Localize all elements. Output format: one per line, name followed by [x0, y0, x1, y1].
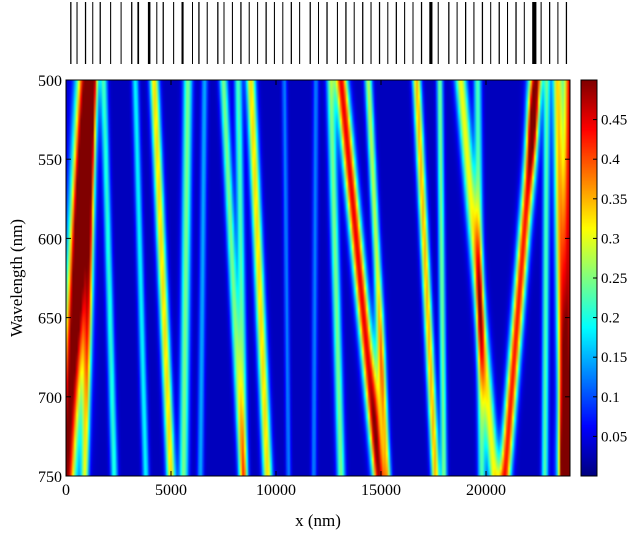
structure-bar: [515, 2, 516, 64]
structure-bar: [482, 2, 483, 64]
structure-bar: [549, 2, 550, 64]
structure-bar: [413, 2, 414, 64]
y-tick-label: 750: [38, 469, 62, 486]
structure-bar: [77, 2, 78, 64]
structure-bar: [507, 2, 508, 64]
x-tick-label: 10000: [256, 482, 296, 499]
structure-bar: [249, 2, 250, 64]
colorbar-tick-label: 0.25: [601, 271, 627, 287]
structure-bar: [70, 2, 71, 64]
structure-bar: [404, 2, 405, 64]
structure-bar: [92, 2, 93, 64]
structure-bar: [387, 2, 388, 64]
structure-bar-strip: [70, 2, 567, 64]
y-tick-label: 500: [38, 73, 62, 90]
x-tick-label: 20000: [466, 482, 506, 499]
structure-bar: [532, 2, 536, 64]
colorbar-tick-label: 0.05: [601, 429, 627, 445]
structure-bar: [156, 2, 157, 64]
colorbar-tick-label: 0.15: [601, 350, 627, 366]
colorbar-tick-label: 0.2: [601, 311, 620, 327]
structure-bar: [148, 2, 151, 64]
structure-bar: [100, 2, 101, 64]
structure-bar: [524, 2, 525, 64]
structure-bar: [541, 2, 542, 64]
structure-bar: [318, 2, 319, 64]
structure-bar: [354, 2, 355, 64]
colorbar-tick-label: 0.35: [601, 192, 627, 208]
structure-bar: [182, 2, 184, 64]
structure-bar: [566, 2, 567, 64]
structure-bar: [131, 2, 132, 64]
structure-bar: [257, 2, 258, 64]
structure-bar: [465, 2, 466, 64]
y-tick-label: 650: [38, 311, 62, 328]
structure-bar: [291, 2, 292, 64]
structure-bar: [490, 2, 491, 64]
structure-bar: [163, 2, 164, 64]
structure-bar: [326, 2, 327, 64]
structure-bar: [274, 2, 275, 64]
structure-bar: [473, 2, 474, 64]
structure-bar: [224, 2, 225, 64]
structure-bar: [137, 2, 139, 64]
structure-bar: [362, 2, 363, 64]
structure-bar: [110, 2, 111, 64]
colorbar-ticks: 0.05 0.1 0.15 0.2 0.25 0.3 0.35 0.4 0.45: [593, 113, 627, 446]
y-axis-label: Wavelength (nm): [7, 219, 26, 337]
structure-bar: [371, 2, 372, 64]
y-tick-label: 700: [38, 390, 62, 407]
x-tick-label: 15000: [361, 482, 401, 499]
structure-bar: [379, 2, 380, 64]
structure-bar: [499, 2, 500, 64]
structure-bar: [173, 2, 174, 64]
structure-bar: [121, 2, 122, 64]
structure-bar: [282, 2, 283, 64]
heatmap-plot-area: [66, 80, 570, 476]
y-tick-label: 550: [38, 152, 62, 169]
structure-bar: [448, 2, 449, 64]
structure-bar: [266, 2, 267, 64]
structure-bar: [85, 2, 86, 64]
x-tick-label: 0: [62, 482, 70, 499]
structure-bar: [198, 2, 199, 64]
x-axis-label: x (nm): [295, 511, 341, 530]
structure-bar: [421, 2, 422, 64]
structure-bar: [457, 2, 458, 64]
structure-bar: [192, 2, 193, 64]
structure-bar: [345, 2, 346, 64]
colorbar-tick-label: 0.1: [601, 390, 620, 406]
structure-bar: [557, 2, 558, 64]
structure-bar: [310, 2, 311, 64]
structure-bar: [429, 2, 432, 64]
structure-bar: [217, 2, 218, 64]
structure-bar: [299, 2, 300, 64]
structure-bar: [207, 2, 208, 64]
colorbar-tick-label: 0.45: [601, 113, 627, 129]
structure-bar: [396, 2, 397, 64]
structure-bar: [240, 2, 241, 64]
colorbar-tick-label: 0.3: [601, 231, 620, 247]
structure-bar: [337, 2, 338, 64]
y-tick-label: 600: [38, 231, 62, 248]
x-tick-label: 5000: [155, 482, 187, 499]
colorbar-tick-label: 0.4: [601, 152, 620, 168]
structure-bar: [438, 2, 439, 64]
structure-bar: [232, 2, 233, 64]
